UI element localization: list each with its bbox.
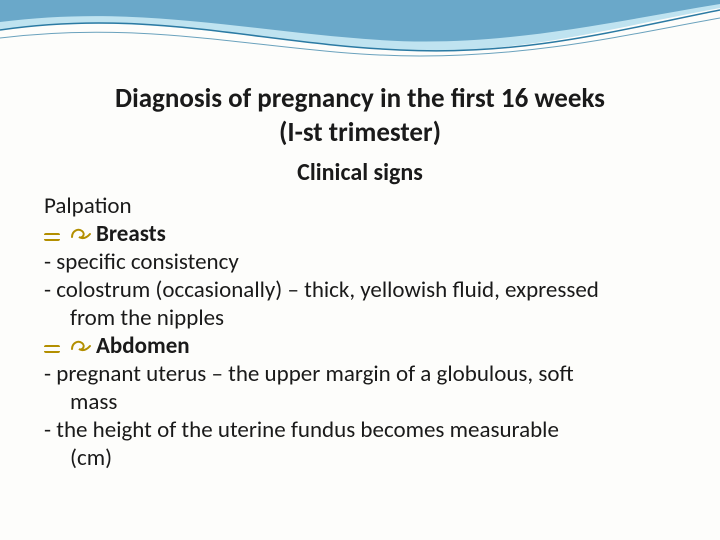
body-line: - specific consistency bbox=[44, 248, 680, 276]
wave-icon bbox=[0, 0, 720, 90]
slide-title: Diagnosis of pregnancy in the first 16 w… bbox=[40, 82, 680, 150]
body-line: - pregnant uterus – the upper margin of … bbox=[44, 360, 680, 388]
title-line-2: (I-st trimester) bbox=[40, 116, 680, 150]
bullet-icon bbox=[70, 337, 92, 355]
body-bullet: Breasts bbox=[44, 220, 680, 248]
slide: Diagnosis of pregnancy in the first 16 w… bbox=[0, 0, 720, 540]
body-line: - the height of the uterine fundus becom… bbox=[44, 416, 680, 444]
bullet-label: Abdomen bbox=[96, 332, 190, 360]
body-line-cont: (cm) bbox=[44, 444, 680, 472]
body-section: Palpation bbox=[44, 192, 680, 220]
bullet-label: Breasts bbox=[96, 220, 166, 248]
body-line-cont: from the nipples bbox=[44, 304, 680, 332]
slide-body: Palpation Breasts - specific consistency… bbox=[44, 192, 680, 472]
body-line-cont: mass bbox=[44, 388, 680, 416]
decorative-wave bbox=[0, 0, 720, 80]
bullet-icon bbox=[70, 225, 92, 243]
slide-subtitle: Clinical signs bbox=[0, 158, 720, 187]
body-line: - colostrum (occasionally) – thick, yell… bbox=[44, 276, 680, 304]
title-line-1: Diagnosis of pregnancy in the first 16 w… bbox=[40, 82, 680, 116]
body-bullet: Abdomen bbox=[44, 332, 680, 360]
